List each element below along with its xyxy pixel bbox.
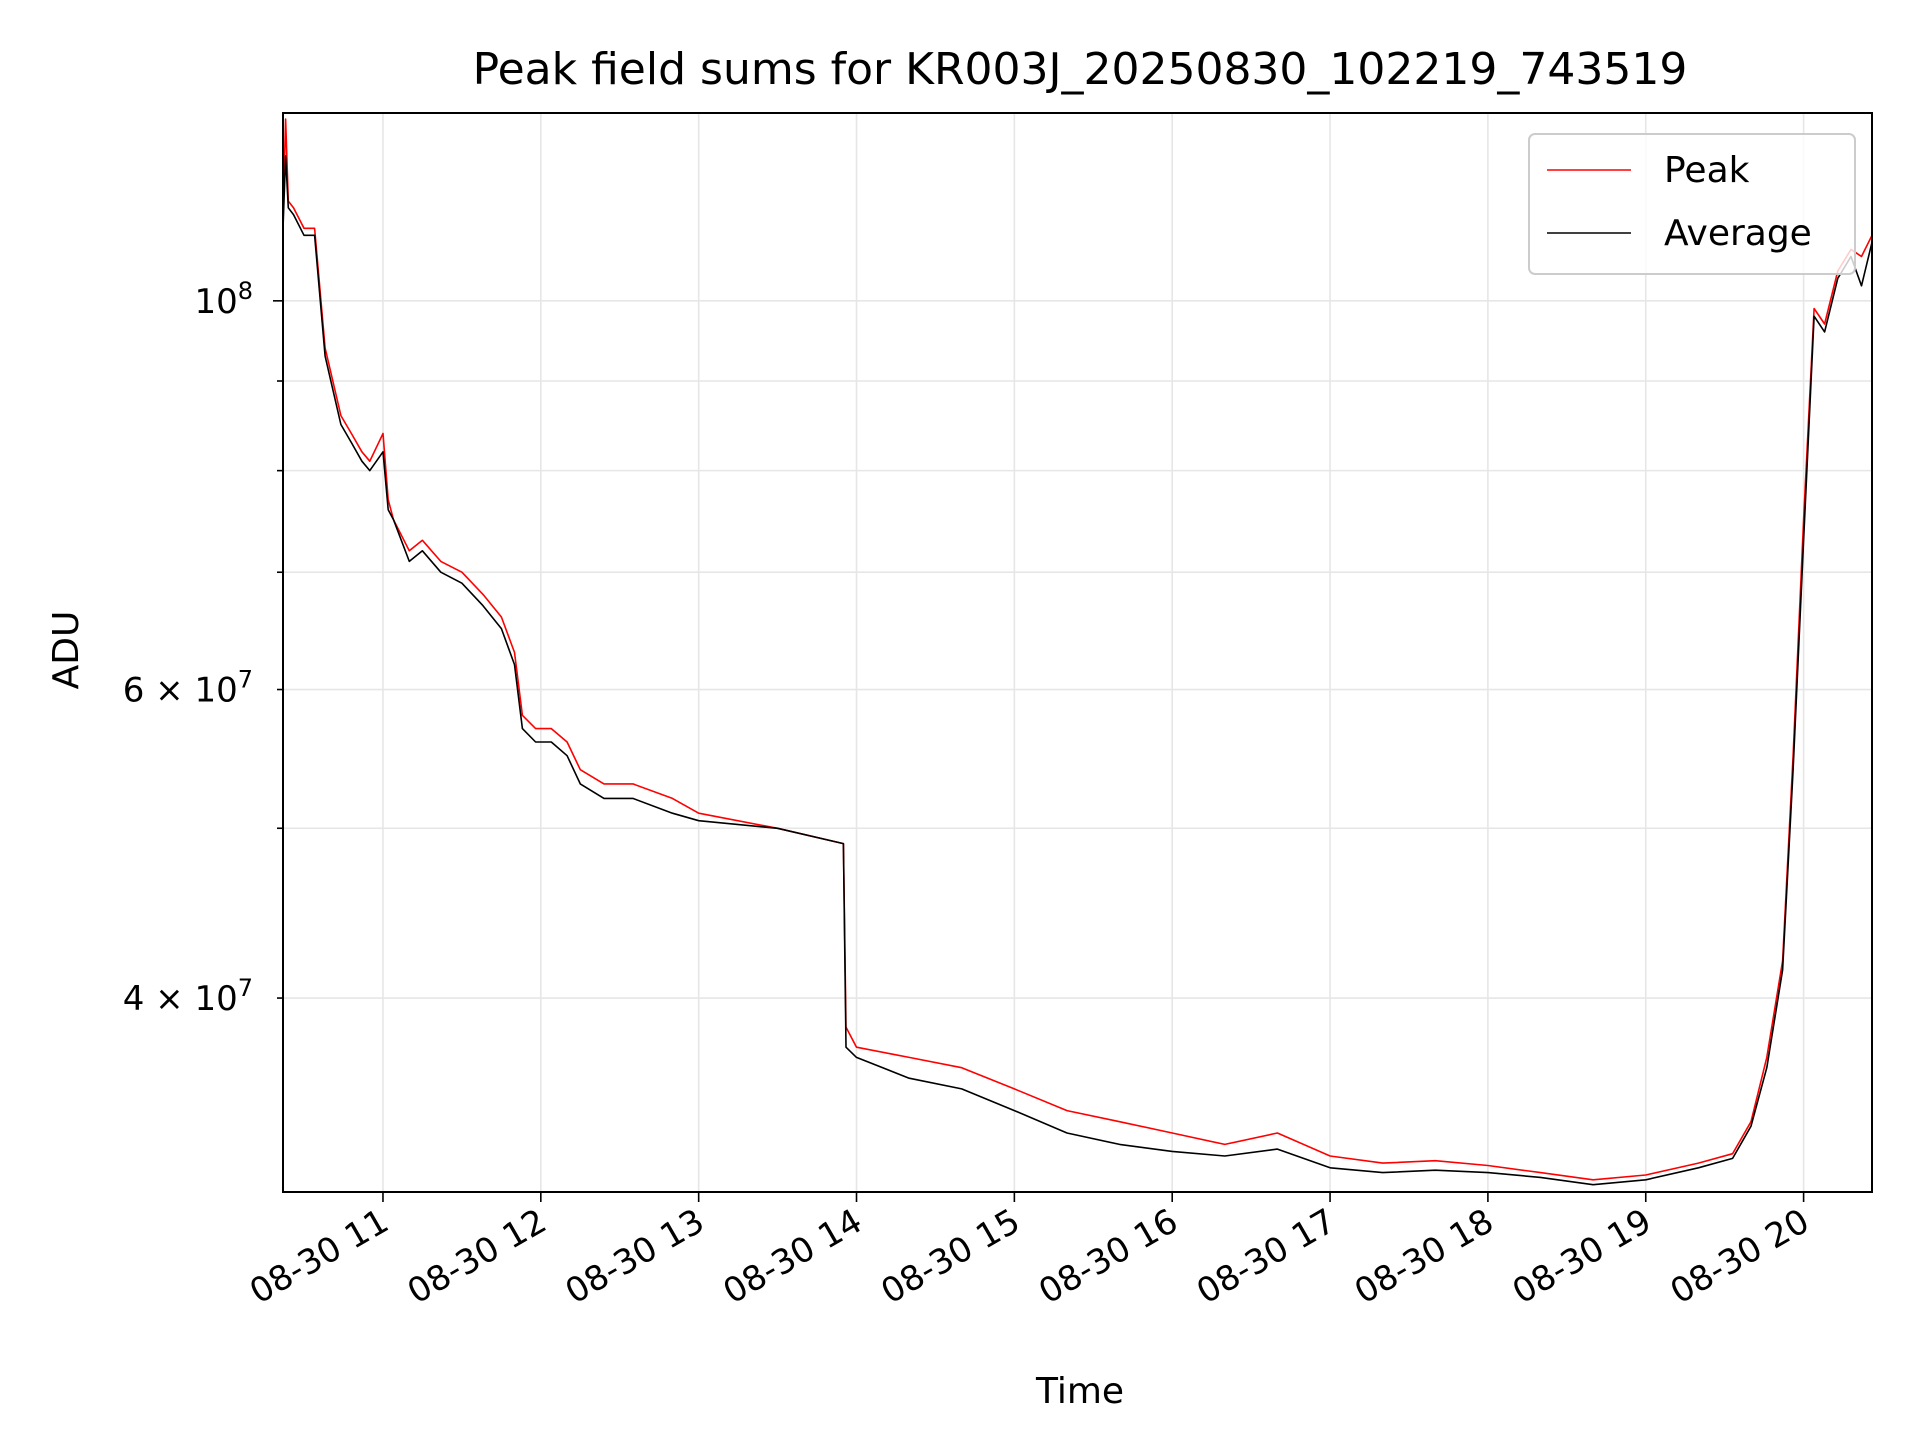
y-tick-exponent: 7	[238, 666, 253, 694]
legend-peak-label: Peak	[1664, 150, 1750, 191]
chart-title: Peak field sums for KR003J_20250830_1022…	[473, 44, 1688, 95]
y-tick-times: ×	[144, 979, 194, 1019]
x-axis-label: Time	[1035, 1371, 1124, 1412]
y-tick-base: 10	[194, 979, 237, 1019]
legend: Peak Average	[1528, 133, 1856, 275]
y-tick-exponent: 7	[238, 974, 253, 1002]
y-tick-exponent: 8	[238, 277, 253, 305]
y-tick-mantissa: 4	[123, 979, 145, 1019]
y-tick-label: 4 × 107	[123, 974, 253, 1019]
y-axis-label: ADU	[46, 611, 87, 690]
y-tick-label: 108	[194, 277, 253, 322]
y-tick-base: 10	[194, 671, 237, 711]
plot-frame	[282, 112, 1873, 1193]
series-line-average	[283, 155, 1872, 1186]
legend-average-label: Average	[1664, 213, 1812, 254]
y-tick-label: 6 × 107	[123, 666, 253, 711]
y-tick-base: 10	[194, 282, 237, 322]
y-tick-mantissa: 6	[123, 671, 145, 711]
y-tick-times: ×	[144, 671, 194, 711]
legend-box	[1528, 133, 1856, 275]
